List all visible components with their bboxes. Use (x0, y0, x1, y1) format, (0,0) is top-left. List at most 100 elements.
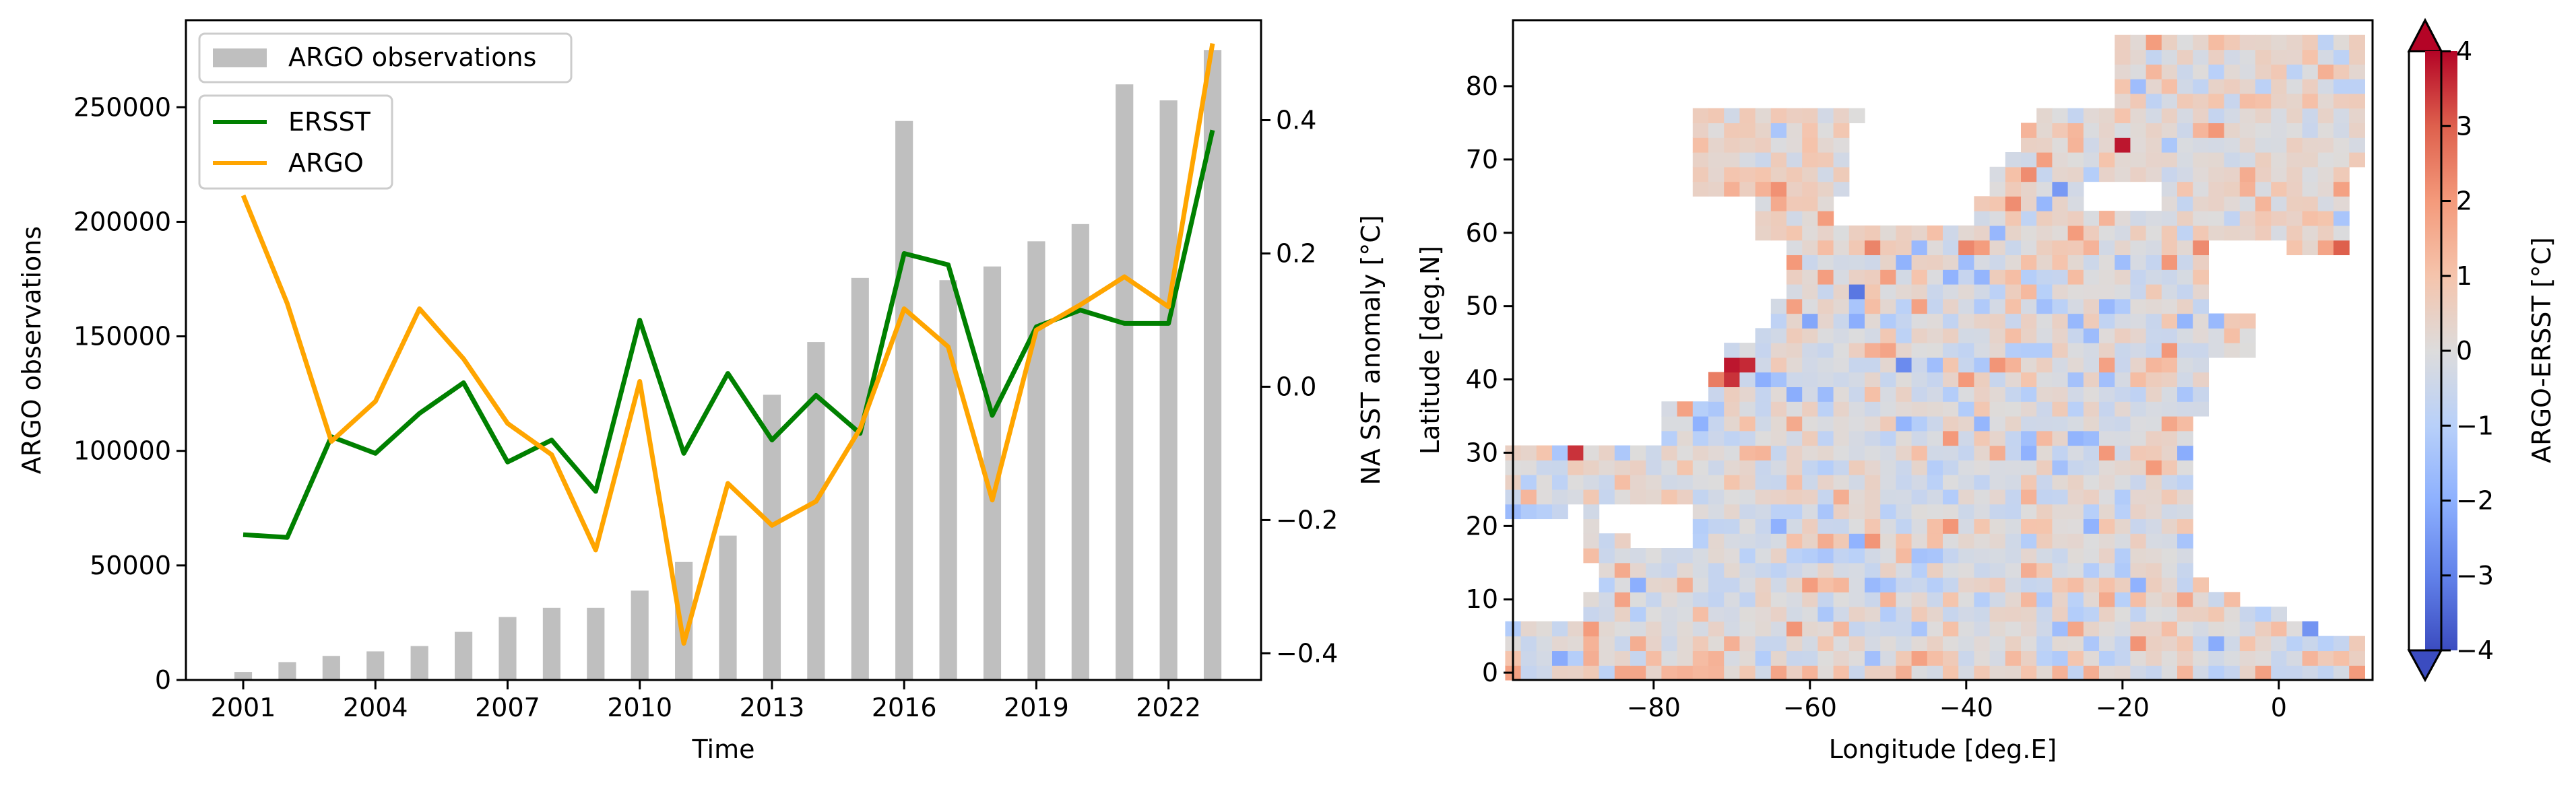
heatmap-cell (1958, 401, 1974, 417)
heatmap-cell (2208, 166, 2225, 182)
heatmap-cell (2177, 548, 2193, 564)
heatmap-cell (1770, 562, 1787, 578)
heatmap-cell (2052, 665, 2069, 681)
heatmap-cell (2067, 284, 2084, 300)
heatmap-cell (2067, 548, 2084, 564)
heatmap-cell (1911, 430, 1928, 446)
heatmap-cell (1911, 240, 1928, 256)
heatmap-cell (2193, 665, 2209, 681)
heatmap-cell (2052, 152, 2069, 168)
heatmap-cell (1724, 137, 1740, 153)
heatmap-cell (1896, 592, 1912, 607)
heatmap-cell (1692, 607, 1709, 622)
heatmap-cell (2177, 284, 2193, 300)
heatmap-cell (2271, 64, 2287, 79)
heatmap-cell (2115, 607, 2131, 622)
heatmap-cell (1880, 475, 1896, 490)
heatmap-cell (1802, 196, 1818, 211)
heatmap-cell (2193, 108, 2209, 124)
heatmap-cell (2224, 636, 2241, 652)
heatmap-cell (2224, 196, 2241, 211)
heatmap-cell (2005, 475, 2022, 490)
heatmap-cell (1880, 548, 1896, 564)
heatmap-cell (1786, 577, 1803, 592)
left-chart: 2001 2004 2007 2010 2013 2016 2019 2022 0500001… (17, 19, 1386, 764)
heatmap-cell (2099, 343, 2115, 358)
heatmap-cell (2130, 518, 2147, 534)
heatmap-cell (1958, 430, 1974, 446)
heatmap-cell (2005, 445, 2022, 460)
heatmap-cell (1802, 548, 1818, 564)
heatmap-cell (1927, 475, 1943, 490)
heatmap-cell (2036, 313, 2053, 329)
heatmap-cell (1833, 240, 1850, 256)
heatmap-cell (1599, 621, 1615, 637)
heatmap-cell (2161, 298, 2178, 314)
heatmap-cell (2255, 108, 2272, 124)
heatmap-cell (1989, 343, 2006, 358)
heatmap-cell (1974, 636, 1991, 652)
heatmap-cell (2021, 562, 2037, 578)
right-y-ticks: −0.4−0.20.00.20.4 (1261, 105, 1338, 668)
heatmap-cell (2146, 416, 2162, 432)
heatmap-cell (2286, 166, 2303, 182)
heatmap-cell (1911, 665, 1928, 681)
heatmap-cell (2146, 343, 2162, 358)
heatmap-cell (2021, 313, 2037, 329)
heatmap-cell (1911, 313, 1928, 329)
heatmap-cell (2130, 562, 2147, 578)
heatmap-cell (2099, 225, 2115, 241)
heatmap-cell (2130, 93, 2147, 109)
heatmap-cell (1911, 343, 1928, 358)
heatmap-cell (2067, 254, 2084, 270)
heatmap-cell (1724, 430, 1740, 446)
heatmap-cell (1802, 665, 1818, 681)
heatmap-cell (1927, 416, 1943, 432)
heatmap-cell (1911, 533, 1928, 549)
heatmap-cell (2161, 343, 2178, 358)
heatmap-cell (1880, 386, 1896, 402)
heatmap-cell (2052, 372, 2069, 388)
heatmap-cell (1833, 357, 1850, 373)
heatmap-cell (2161, 181, 2178, 197)
heatmap-cell (2021, 430, 2037, 446)
heatmap-cell (2083, 240, 2100, 256)
heatmap-cell (2130, 430, 2147, 446)
argo-obs-bar (278, 662, 296, 680)
heatmap-cell (2302, 64, 2319, 79)
heatmap-cell (1927, 401, 1943, 417)
line-legend: ERSST ARGO (198, 94, 393, 190)
heatmap-cell (2005, 386, 2022, 402)
heatmap-cell (2130, 621, 2147, 637)
heatmap-cell (1661, 621, 1678, 637)
heatmap-cell (2271, 49, 2287, 65)
heatmap-cell (2099, 665, 2115, 681)
heatmap-cell (2067, 372, 2084, 388)
heatmap-cell (1708, 665, 1725, 681)
heatmap-cell (1724, 460, 1740, 475)
heatmap-cell (2208, 225, 2225, 241)
heatmap-cell (2161, 489, 2178, 505)
heatmap-cell (1614, 475, 1631, 490)
heatmap-cell (2146, 93, 2162, 109)
heatmap-cell (1989, 196, 2006, 211)
heatmap-cell (2005, 401, 2022, 417)
heatmap-cell (2317, 650, 2334, 666)
heatmap-cell (2083, 269, 2100, 285)
heatmap-cell (1755, 650, 1772, 666)
map-y-tick-label: 0 (1482, 658, 1498, 687)
heatmap-cell (1692, 592, 1709, 607)
heatmap-cell (2286, 211, 2303, 226)
heatmap-cell (2161, 357, 2178, 373)
heatmap-cell (1958, 386, 1974, 402)
heatmap-cell (1599, 475, 1615, 490)
heatmap-cell (1755, 430, 1772, 446)
heatmap-cell (1552, 460, 1568, 475)
heatmap-cell (1692, 445, 1709, 460)
heatmap-cell (1943, 665, 1959, 681)
heatmap-cell (1817, 621, 1834, 637)
colorbar-tick-label: 2 (2456, 186, 2472, 216)
heatmap-cell (2255, 166, 2272, 182)
heatmap-cell (2161, 650, 2178, 666)
heatmap-cell (1755, 401, 1772, 417)
